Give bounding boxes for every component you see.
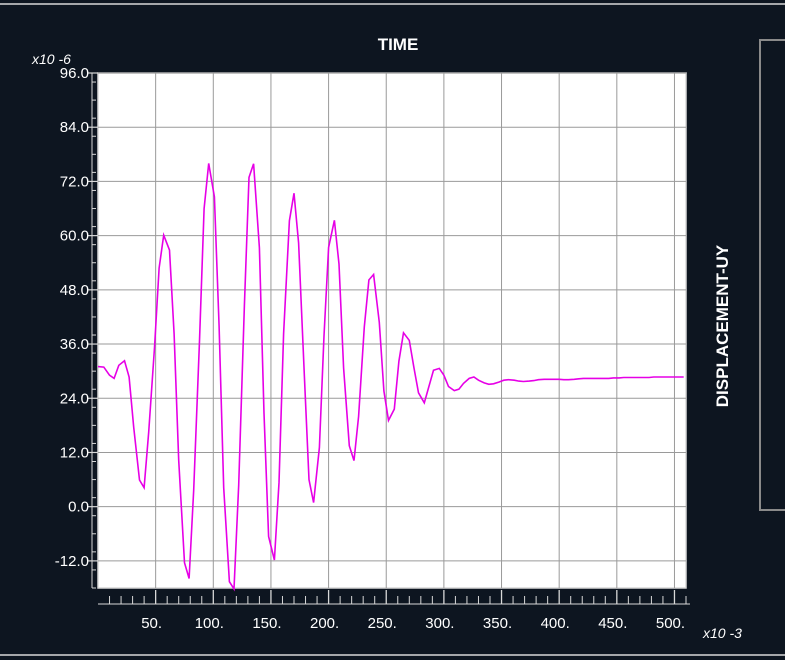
side-panel-frame <box>759 39 785 511</box>
x-tick-label: 100. <box>195 615 224 632</box>
y-tick-label: 84.0 <box>60 119 89 136</box>
x-tick-label: 250. <box>368 615 397 632</box>
y-multiplier-label: x10 -6 <box>31 51 71 67</box>
x-tick-label: 450. <box>598 615 627 632</box>
x-tick-label: 500. <box>656 615 685 632</box>
plot-area <box>97 72 687 589</box>
y-tick-label: 48.0 <box>60 282 89 299</box>
x-tick-label: 400. <box>541 615 570 632</box>
x-axis: 50. 100. 150. 200. 250. 300. 350. 400. 450. 500. <box>98 590 690 632</box>
grid-lines <box>98 72 686 588</box>
chart-title: TIME <box>378 35 419 54</box>
y-axis-label: DISPLACEMENT-UY <box>713 244 732 407</box>
y-tick-label: 96.0 <box>60 65 89 82</box>
y-tick-label: 0.0 <box>68 499 89 516</box>
y-tick-label: -12.0 <box>55 553 89 570</box>
x-tick-label: 50. <box>141 615 162 632</box>
x-tick-label: 200. <box>310 615 339 632</box>
y-tick-label: 60.0 <box>60 228 89 245</box>
x-multiplier-label: x10 -3 <box>702 625 742 641</box>
y-tick-label: 12.0 <box>60 444 89 461</box>
y-tick-label: 72.0 <box>60 173 89 190</box>
series-line <box>97 163 684 592</box>
y-tick-label: 24.0 <box>60 390 89 407</box>
x-tick-label: 300. <box>425 615 454 632</box>
y-tick-label: 36.0 <box>60 336 89 353</box>
x-tick-label: 350. <box>483 615 512 632</box>
y-axis: 96.0 84.0 72.0 60.0 48.0 36.0 24.0 12.0 0.0 -12.0 <box>55 65 98 589</box>
x-tick-label: 150. <box>252 615 281 632</box>
